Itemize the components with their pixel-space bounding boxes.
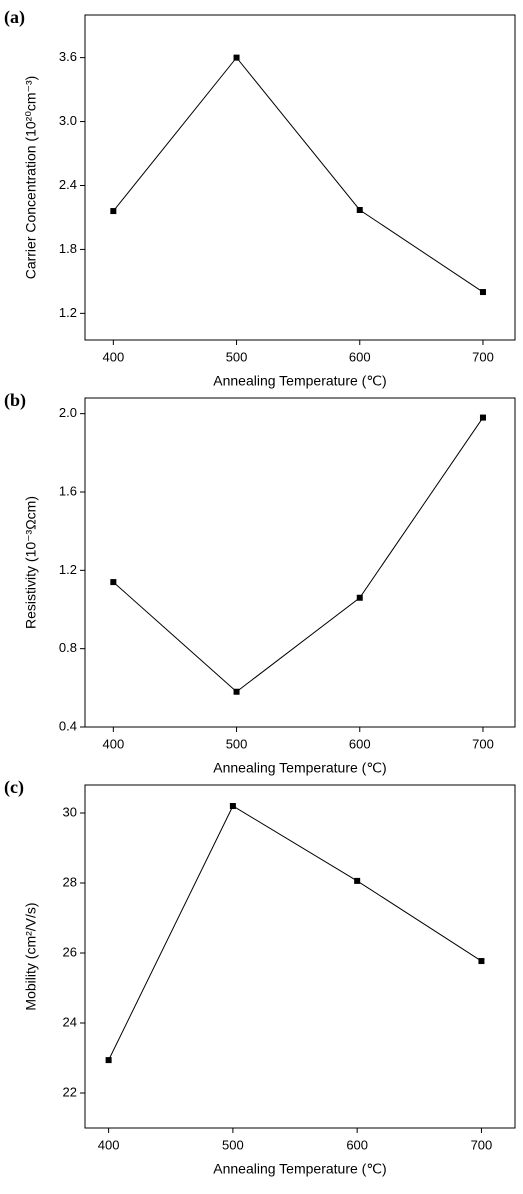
x-tick-label: 400 — [98, 1137, 120, 1152]
plot-frame — [84, 784, 516, 1129]
data-point — [110, 208, 117, 215]
x-axis-label: Annealing Temperature (℃) — [213, 373, 386, 389]
panel-label: (b) — [4, 390, 26, 411]
x-tick-label: 400 — [102, 736, 124, 751]
y-tick-label: 1.6 — [59, 483, 77, 498]
x-tick-label: 500 — [226, 349, 248, 364]
y-tick-label: 1.2 — [59, 305, 77, 320]
y-tick-label: 1.8 — [59, 241, 77, 256]
data-line — [113, 417, 484, 693]
data-point — [233, 688, 240, 695]
y-tick-label: 0.8 — [59, 640, 77, 655]
x-tick-label: 500 — [226, 736, 248, 751]
data-point — [478, 958, 485, 965]
y-tick-label: 26 — [63, 944, 77, 959]
x-axis-label: Annealing Temperature (℃) — [213, 760, 386, 776]
data-point — [354, 877, 361, 884]
y-tick-label: 0.4 — [59, 718, 77, 733]
x-tick-label: 600 — [349, 736, 371, 751]
data-line — [112, 56, 484, 293]
x-tick-label: 600 — [346, 1137, 368, 1152]
data-line — [108, 805, 482, 1061]
plot-frame — [84, 14, 516, 341]
x-tick-label: 500 — [222, 1137, 244, 1152]
y-tick-label: 1.2 — [59, 562, 77, 577]
x-axis-label: Annealing Temperature (℃) — [213, 1161, 386, 1177]
y-axis-label: Resistivity (10⁻³Ωcm) — [23, 496, 39, 629]
data-point — [229, 803, 236, 809]
data-point — [479, 289, 486, 296]
y-tick-label: 28 — [63, 874, 77, 889]
y-tick-label: 30 — [63, 804, 77, 819]
y-tick-label: 24 — [63, 1014, 77, 1029]
y-tick-label: 2.0 — [59, 405, 77, 420]
y-tick-label: 2.4 — [59, 177, 77, 192]
x-tick-label: 600 — [349, 349, 371, 364]
y-axis-label: Mobility (cm²/V/s) — [23, 902, 39, 1010]
x-tick-label: 700 — [472, 736, 494, 751]
x-tick-label: 700 — [471, 1137, 493, 1152]
y-axis-label: Carrier Concentration (10²⁰cm⁻³) — [23, 76, 39, 280]
x-tick-label: 400 — [102, 349, 124, 364]
panel-label: (c) — [4, 777, 24, 798]
y-tick-label: 22 — [63, 1084, 77, 1099]
data-point — [105, 1057, 112, 1064]
x-tick-label: 700 — [472, 349, 494, 364]
data-point — [233, 54, 240, 61]
data-point — [110, 579, 117, 586]
y-tick-label: 3.0 — [59, 113, 77, 128]
data-point — [356, 594, 363, 601]
y-tick-label: 3.6 — [59, 49, 77, 64]
data-point — [356, 207, 363, 213]
data-point — [479, 414, 486, 421]
panel-label: (a) — [4, 7, 25, 28]
plot-frame — [84, 397, 516, 728]
